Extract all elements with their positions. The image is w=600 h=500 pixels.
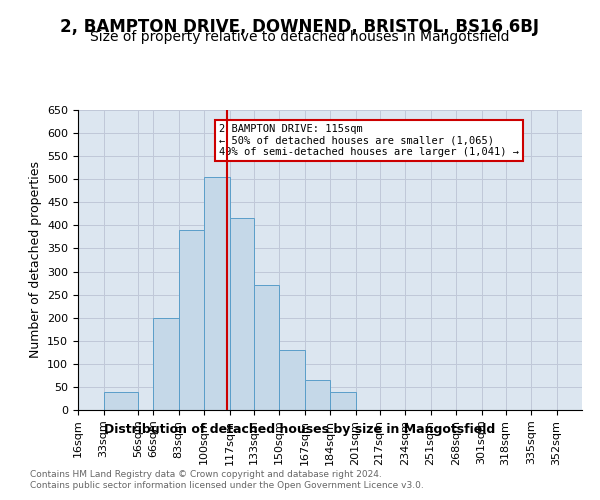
Text: Size of property relative to detached houses in Mangotsfield: Size of property relative to detached ho…	[90, 30, 510, 44]
Text: Contains public sector information licensed under the Open Government Licence v3: Contains public sector information licen…	[30, 481, 424, 490]
Bar	[279, 350, 305, 410]
Y-axis label: Number of detached properties: Number of detached properties	[29, 162, 41, 358]
Text: Distribution of detached houses by size in Mangotsfield: Distribution of detached houses by size …	[104, 422, 496, 436]
Bar	[104, 392, 138, 410]
Text: Contains HM Land Registry data © Crown copyright and database right 2024.: Contains HM Land Registry data © Crown c…	[30, 470, 382, 479]
Bar	[204, 177, 229, 410]
Bar	[254, 286, 279, 410]
Bar	[179, 230, 204, 410]
Bar	[153, 318, 179, 410]
Text: 2, BAMPTON DRIVE, DOWNEND, BRISTOL, BS16 6BJ: 2, BAMPTON DRIVE, DOWNEND, BRISTOL, BS16…	[61, 18, 539, 36]
Text: 2 BAMPTON DRIVE: 115sqm
← 50% of detached houses are smaller (1,065)
49% of semi: 2 BAMPTON DRIVE: 115sqm ← 50% of detache…	[219, 124, 519, 157]
Bar	[330, 392, 355, 410]
Bar	[229, 218, 254, 410]
Bar	[305, 380, 330, 410]
